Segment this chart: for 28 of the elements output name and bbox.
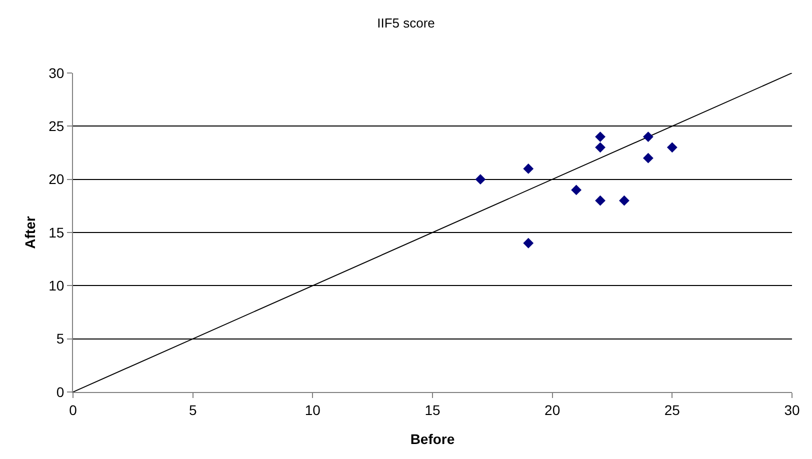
x-axis-title: Before — [410, 431, 455, 447]
point — [595, 142, 606, 153]
point — [523, 238, 534, 248]
point — [523, 164, 534, 174]
y-tick-label: 5 — [56, 330, 64, 347]
point — [595, 195, 606, 206]
y-tick-label: 0 — [56, 384, 64, 400]
point — [619, 195, 630, 206]
y-tick-label: 10 — [48, 278, 64, 294]
y-tick-label: 25 — [48, 118, 64, 134]
point — [475, 174, 486, 185]
x-tick-label: 5 — [188, 402, 197, 418]
point — [643, 132, 654, 142]
point — [571, 184, 582, 196]
point — [595, 132, 606, 142]
y-tick-label: 30 — [48, 64, 64, 81]
y-axis-title: After — [22, 216, 38, 249]
chart-title: IIF5 score — [377, 15, 435, 30]
y-tick-label: 15 — [48, 224, 64, 240]
x-tick-label: 0 — [69, 402, 78, 418]
x-tick-label: 20 — [544, 402, 560, 418]
x-tick-label: 30 — [784, 402, 800, 418]
x-tick-label: 10 — [304, 402, 321, 418]
point — [666, 142, 678, 153]
x-tick-label: 25 — [664, 402, 680, 418]
x-tick-label: 15 — [424, 402, 440, 418]
point — [643, 152, 654, 164]
y-tick-label: 20 — [48, 171, 64, 188]
